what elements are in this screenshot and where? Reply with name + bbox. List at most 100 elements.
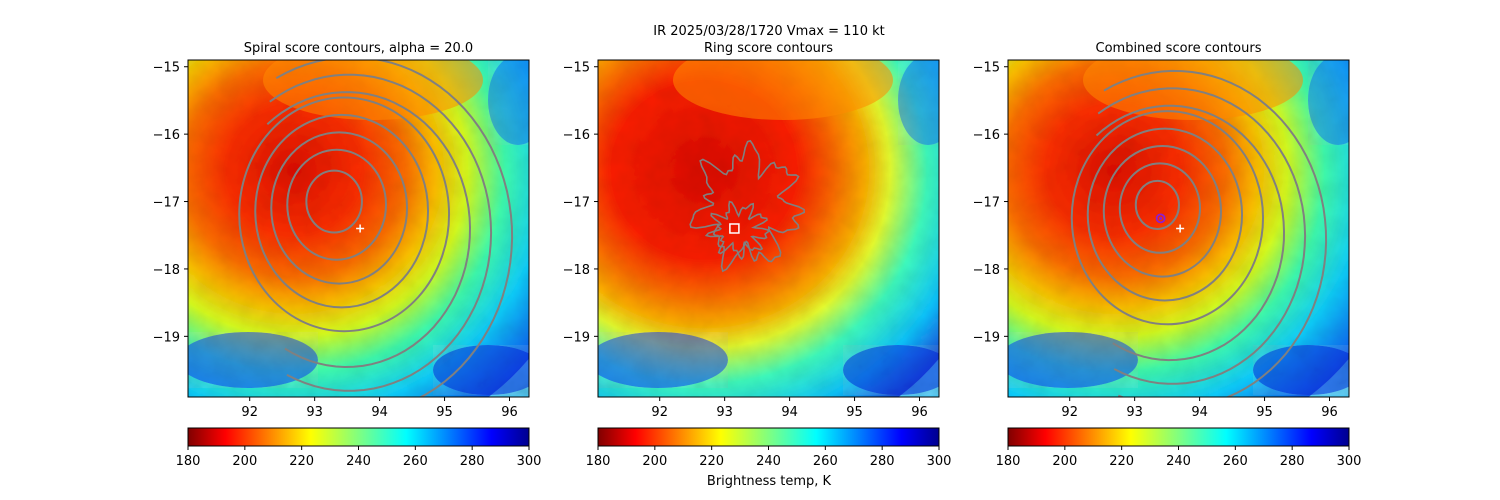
cold-patch: [188, 332, 318, 388]
colorbar-label: Brightness temp, K: [707, 474, 832, 489]
axes-frame: [1007, 59, 1350, 398]
center-marker-square: [729, 223, 740, 234]
center-marker-plus: [1176, 224, 1185, 233]
colorbar-tick-label: 280: [460, 454, 485, 469]
panel-title: Spiral score contours, alpha = 20.0: [244, 41, 473, 56]
colorbar-tick-label: 280: [1280, 454, 1305, 469]
colorbar-tick-label: 220: [289, 454, 314, 469]
contour-line: [1134, 179, 1180, 230]
contour-line: [1103, 69, 1328, 397]
x-tick-label: 95: [846, 405, 863, 420]
y-tick-label: −15: [973, 61, 1000, 76]
colorbar: [1007, 427, 1350, 447]
contour-line: [254, 113, 430, 309]
contour-line: [238, 96, 451, 333]
colorbar-tick-label: 200: [1052, 454, 1077, 469]
y-tick-label: −16: [973, 128, 1000, 143]
panel-3: Combined score contours 92 93 94 95 96 −15 −16 −…: [973, 41, 1362, 469]
cold-patch: [1008, 332, 1138, 388]
figure-suptitle: IR 2025/03/28/1720 Vmax = 110 kt: [653, 24, 884, 39]
contour-line: [1086, 127, 1244, 302]
contour-line: [1095, 104, 1286, 362]
cold-patch: [433, 345, 529, 395]
colorbar-tick-label: 200: [642, 454, 667, 469]
colorbar-tick-label: 300: [1337, 454, 1362, 469]
colorbar-tick-label: 180: [176, 454, 201, 469]
ring-contour-inner: [704, 200, 770, 261]
colorbar-tick-label: 260: [403, 454, 428, 469]
y-tick-label: −15: [563, 61, 590, 76]
colorbar-tick-label: 180: [586, 454, 611, 469]
cold-patch: [598, 332, 728, 388]
x-tick-label: 96: [501, 405, 518, 420]
contour-set: [1070, 69, 1328, 397]
y-tick-label: −19: [153, 330, 180, 345]
axes-frame: [597, 59, 940, 398]
x-tick-label: 96: [1321, 405, 1338, 420]
colorbar-tick-label: 280: [870, 454, 895, 469]
panel-title: Combined score contours: [1096, 41, 1262, 56]
contour-line: [1070, 110, 1265, 326]
colorbar: [187, 427, 530, 447]
x-tick-label: 94: [1191, 405, 1208, 420]
combined-marker-dot: [1159, 216, 1163, 220]
y-tick-label: −18: [153, 263, 180, 278]
contour-line: [305, 169, 363, 234]
colorbar-tick-label: 300: [517, 454, 542, 469]
contour-line: [270, 131, 409, 285]
colorbar-tick-label: 220: [699, 454, 724, 469]
cold-patch: [1308, 60, 1349, 145]
x-tick-label: 92: [651, 405, 668, 420]
y-tick-label: −16: [153, 128, 180, 143]
y-tick-label: −15: [153, 61, 180, 76]
contour-line: [269, 73, 493, 392]
y-tick-label: −19: [973, 330, 1000, 345]
axes-frame: [187, 59, 530, 398]
colorbar-tick-label: 240: [756, 454, 781, 469]
cold-patch: [488, 60, 529, 145]
colorbar-tick-label: 300: [927, 454, 952, 469]
x-tick-label: 95: [1256, 405, 1273, 420]
colorbar-tick-label: 220: [1109, 454, 1134, 469]
x-tick-label: 94: [371, 405, 388, 420]
colorbar-tick-label: 180: [996, 454, 1021, 469]
colorbar: [597, 427, 940, 447]
contour-line: [1097, 87, 1307, 385]
center-marker-plus: [356, 224, 365, 233]
y-tick-label: −18: [973, 263, 1000, 278]
contour-line: [286, 148, 388, 261]
y-tick-label: −17: [563, 196, 590, 211]
ring-contour-outer: [689, 139, 806, 273]
warm-band: [673, 60, 893, 120]
x-tick-label: 92: [241, 405, 258, 420]
x-tick-label: 93: [306, 405, 323, 420]
x-tick-label: 96: [911, 405, 928, 420]
colorbar-tick-label: 240: [1166, 454, 1191, 469]
cold-patch: [898, 60, 939, 145]
colorbar-tick-label: 200: [232, 454, 257, 469]
panel-2: Ring score contours 92 93 94 95 96 −15 −16 −17 −1…: [563, 41, 952, 469]
x-tick-label: 93: [1126, 405, 1143, 420]
y-tick-label: −16: [563, 128, 590, 143]
y-tick-label: −19: [563, 330, 590, 345]
colorbar-tick-label: 260: [813, 454, 838, 469]
panel-title: Ring score contours: [704, 41, 833, 56]
y-tick-label: −18: [563, 263, 590, 278]
contour-line: [266, 91, 472, 369]
panel-1: Spiral score contours, alpha = 20.0 92 93 9…: [153, 41, 542, 469]
y-tick-label: −17: [153, 196, 180, 211]
y-tick-label: −17: [973, 196, 1000, 211]
contour-line: [1102, 144, 1223, 278]
warm-band: [263, 60, 483, 120]
combined-marker-circle: [1155, 213, 1166, 224]
cold-patch: [1253, 345, 1349, 395]
x-tick-label: 93: [716, 405, 733, 420]
colorbar-tick-label: 260: [1223, 454, 1248, 469]
x-tick-label: 92: [1061, 405, 1078, 420]
x-tick-label: 94: [781, 405, 798, 420]
contour-set: [689, 139, 806, 273]
cold-patch: [843, 345, 939, 395]
colorbar-tick-label: 240: [346, 454, 371, 469]
x-tick-label: 95: [436, 405, 453, 420]
